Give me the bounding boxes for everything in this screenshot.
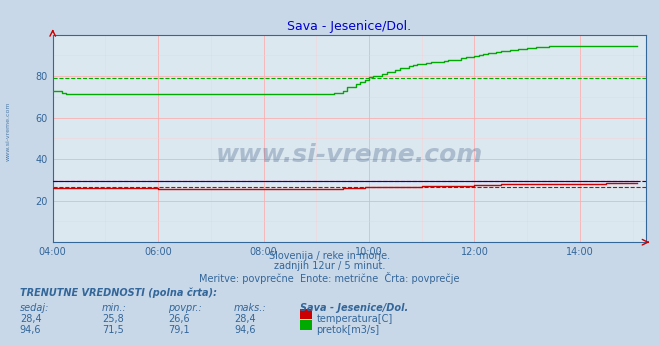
Text: 94,6: 94,6 <box>234 325 256 335</box>
Title: Sava - Jesenice/Dol.: Sava - Jesenice/Dol. <box>287 20 411 34</box>
Text: min.:: min.: <box>102 303 127 313</box>
Text: 25,8: 25,8 <box>102 314 124 324</box>
Text: Meritve: povprečne  Enote: metrične  Črta: povprečje: Meritve: povprečne Enote: metrične Črta:… <box>199 272 460 284</box>
Text: 28,4: 28,4 <box>20 314 42 324</box>
Text: 26,6: 26,6 <box>168 314 190 324</box>
Text: pretok[m3/s]: pretok[m3/s] <box>316 325 380 335</box>
Text: Sava - Jesenice/Dol.: Sava - Jesenice/Dol. <box>300 303 408 313</box>
Text: 94,6: 94,6 <box>20 325 42 335</box>
Text: temperatura[C]: temperatura[C] <box>316 314 393 324</box>
Text: TRENUTNE VREDNOSTI (polna črta):: TRENUTNE VREDNOSTI (polna črta): <box>20 288 217 298</box>
Text: www.si-vreme.com: www.si-vreme.com <box>215 143 483 167</box>
Text: zadnjih 12ur / 5 minut.: zadnjih 12ur / 5 minut. <box>273 261 386 271</box>
Text: Slovenija / reke in morje.: Slovenija / reke in morje. <box>269 251 390 261</box>
Text: povpr.:: povpr.: <box>168 303 202 313</box>
Text: maks.:: maks.: <box>234 303 267 313</box>
Text: 71,5: 71,5 <box>102 325 124 335</box>
Text: sedaj:: sedaj: <box>20 303 49 313</box>
Text: 28,4: 28,4 <box>234 314 256 324</box>
Text: www.si-vreme.com: www.si-vreme.com <box>5 102 11 161</box>
Text: 79,1: 79,1 <box>168 325 190 335</box>
